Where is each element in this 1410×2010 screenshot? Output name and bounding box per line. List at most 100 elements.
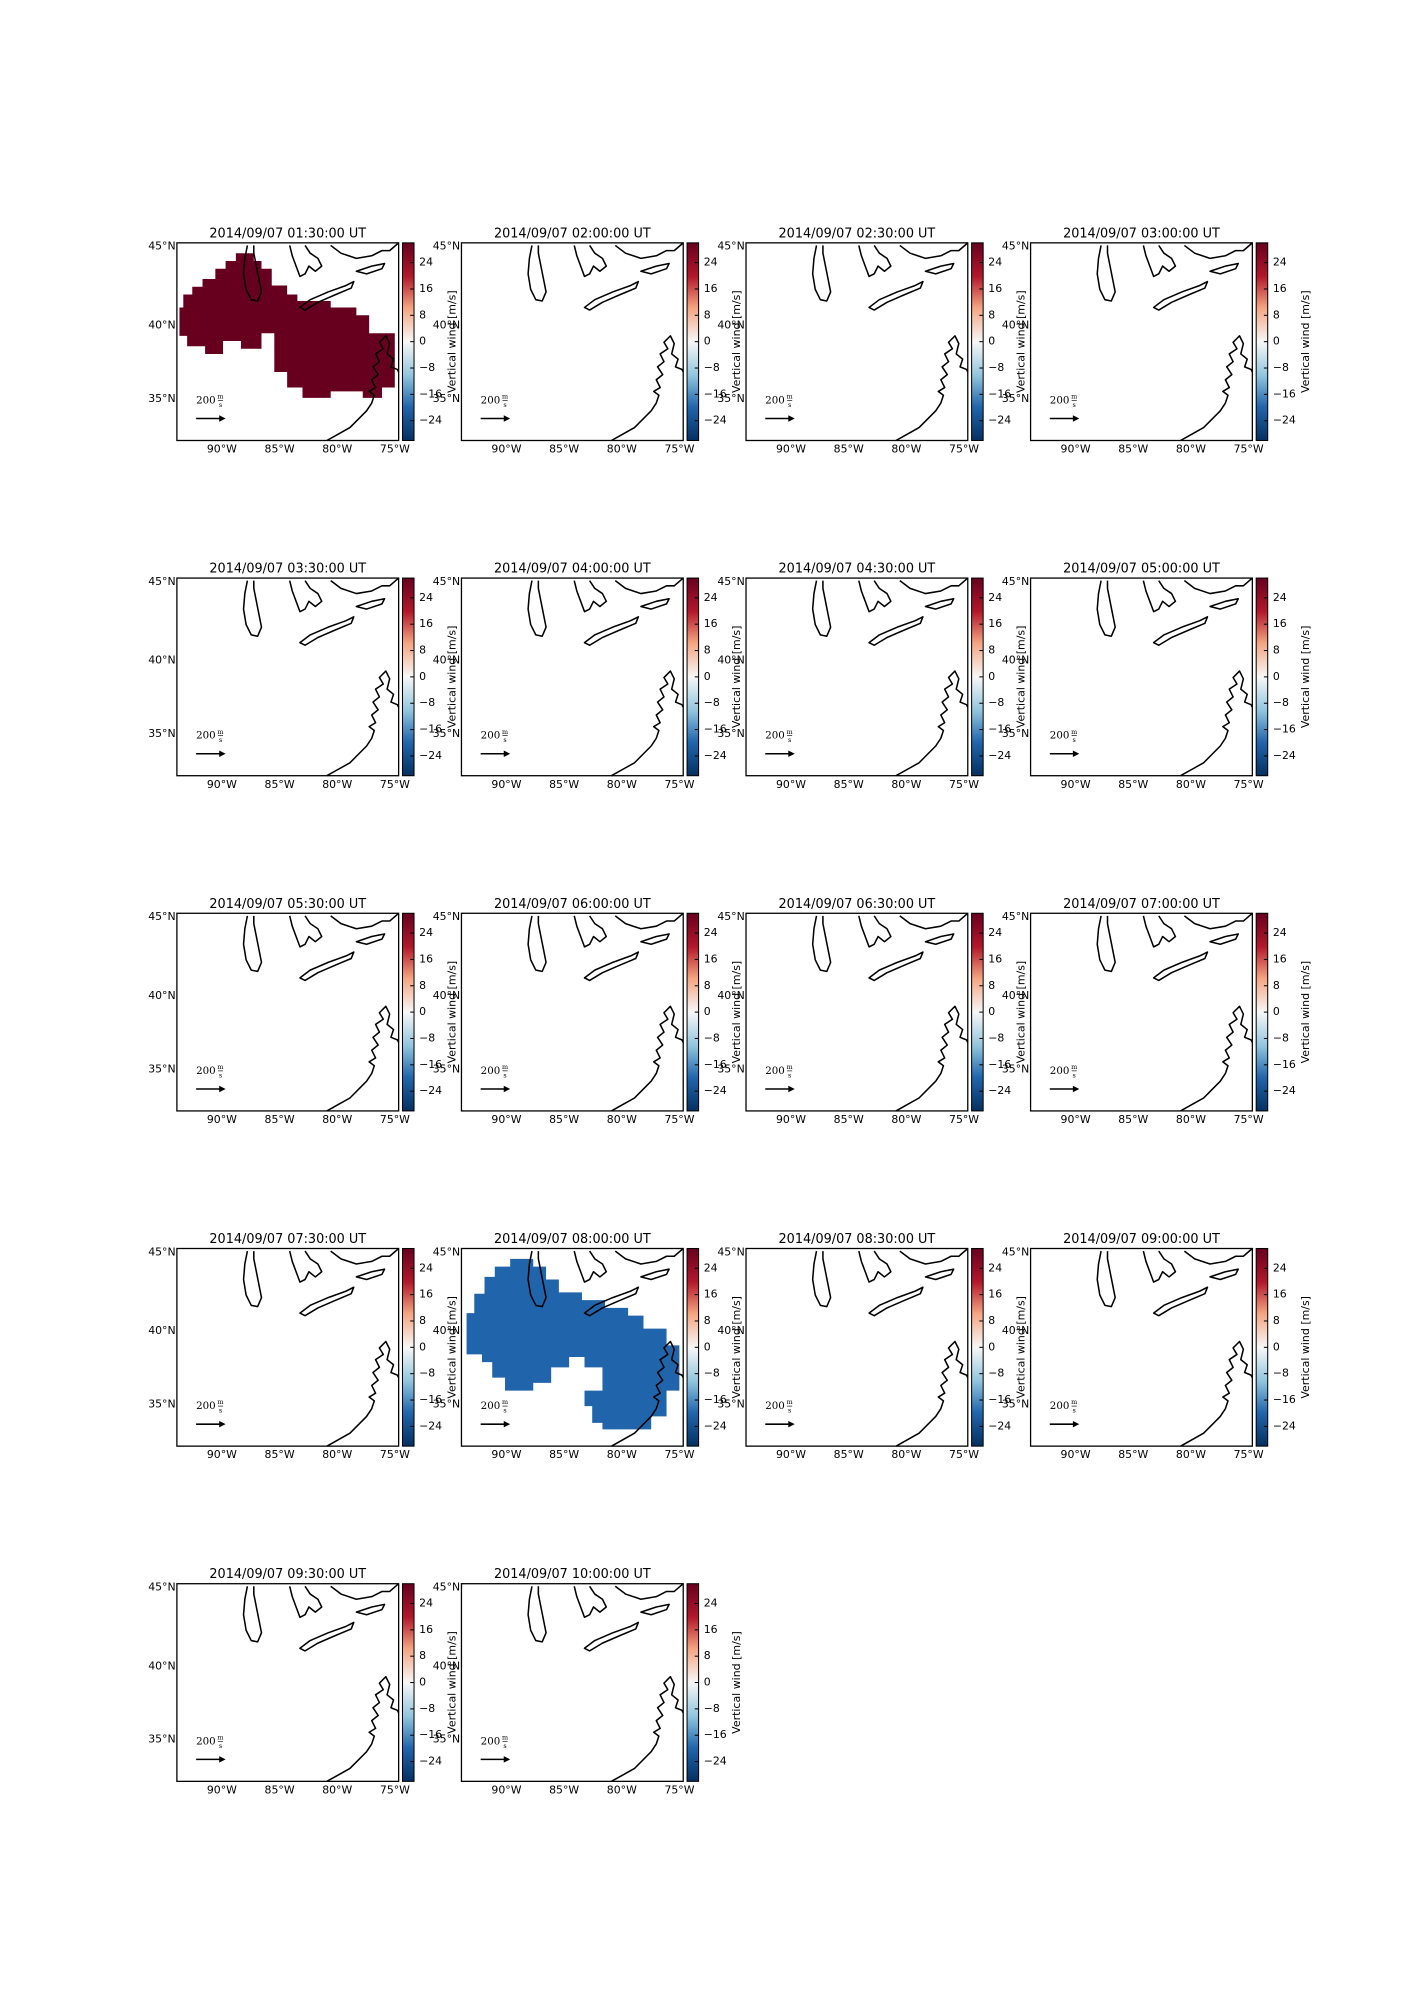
colorbar-tick-label: −8 bbox=[1273, 1031, 1289, 1044]
lat-tick-label: 35°N bbox=[148, 727, 175, 740]
colorbar-tick-label: −8 bbox=[1273, 1367, 1289, 1380]
lon-tick-label: 90°W bbox=[1061, 443, 1091, 456]
colorbar-tick-label: 24 bbox=[419, 1596, 433, 1609]
quiver-key-arrowhead bbox=[1072, 1085, 1080, 1093]
colorbar-tick-label: −8 bbox=[988, 696, 1004, 709]
lat-tick-label: 45°N bbox=[717, 910, 744, 923]
lat-tick-label: 45°N bbox=[1002, 575, 1029, 588]
lon-tick-label: 90°W bbox=[776, 443, 806, 456]
lon-tick-label: 85°W bbox=[834, 443, 864, 456]
colorbar-label: Vertical wind [m/s] bbox=[730, 961, 743, 1064]
coastline bbox=[1096, 577, 1254, 777]
lon-tick-label: 80°W bbox=[607, 1448, 637, 1461]
quiver-key-arrowhead bbox=[503, 750, 511, 757]
quiver-key-unit-num: m bbox=[1071, 728, 1077, 736]
colorbar-tick-label: −24 bbox=[704, 1755, 727, 1768]
quiver-key-value: 200 bbox=[765, 730, 785, 742]
colorbar: 24 16 8 0 −8 −16 −24 Vertical wind [m/s] bbox=[401, 912, 458, 1112]
colorbar: 24 16 8 0 −8 −16 −24 Vertical wind [m/s] bbox=[1255, 912, 1312, 1112]
lon-tick-label: 75°W bbox=[1234, 443, 1264, 456]
map-panel: 2014/09/07 02:30:00 UT 45°N 40°N 35°N 90°W 85… bbox=[717, 226, 1027, 455]
lon-tick-label: 80°W bbox=[322, 1448, 352, 1461]
lat-tick-label: 40°N bbox=[148, 318, 175, 331]
lon-tick-label: 90°W bbox=[207, 1113, 237, 1126]
map-panel: 2014/09/07 08:00:00 UT 45°N 40°N 35°N 90°W 85… bbox=[433, 1232, 743, 1461]
panel-title: 2014/09/07 03:00:00 UT bbox=[1063, 226, 1220, 241]
colorbar-label: Vertical wind [m/s] bbox=[730, 1631, 743, 1734]
panel-title: 2014/09/07 09:00:00 UT bbox=[1063, 1232, 1220, 1247]
lon-tick-label: 75°W bbox=[664, 1113, 694, 1126]
colorbar-tick-label: 16 bbox=[1273, 1288, 1287, 1301]
lon-tick-label: 80°W bbox=[891, 778, 921, 791]
colorbar-tick-label: −8 bbox=[419, 361, 435, 374]
lat-tick-label: 40°N bbox=[148, 654, 175, 667]
quiver-key-unit-num: m bbox=[1071, 1398, 1077, 1406]
colorbar-tick-label: −16 bbox=[419, 1728, 442, 1741]
colorbar-tick-label: −24 bbox=[1273, 414, 1296, 427]
quiver-key-value: 200 bbox=[1050, 1400, 1070, 1412]
lat-tick-label: 35°N bbox=[433, 1062, 460, 1075]
colorbar-tick-label: −8 bbox=[1273, 696, 1289, 709]
colorbar-tick-label: 0 bbox=[1273, 1005, 1280, 1018]
quiver-key-unit-den: s bbox=[219, 1071, 222, 1079]
colorbar-tick-label: −8 bbox=[988, 1367, 1004, 1380]
colorbar-tick-label: 24 bbox=[419, 256, 433, 269]
colorbar-tick-label: 8 bbox=[1273, 1314, 1280, 1327]
colorbar-tick-label: 16 bbox=[1273, 617, 1287, 630]
colorbar-tick-label: 24 bbox=[704, 256, 718, 269]
colorbar-tick-label: −24 bbox=[419, 1084, 442, 1097]
lat-tick-label: 35°N bbox=[148, 392, 175, 405]
colorbar-tick-label: 0 bbox=[988, 335, 995, 348]
lat-tick-label: 40°N bbox=[148, 1324, 175, 1337]
colorbar-tick-label: −24 bbox=[988, 414, 1011, 427]
colorbar: 24 16 8 0 −8 −16 −24 Vertical wind [m/s] bbox=[1255, 577, 1312, 777]
lon-tick-label: 80°W bbox=[1176, 1113, 1206, 1126]
lon-tick-label: 80°W bbox=[891, 1448, 921, 1461]
quiver-key-value: 200 bbox=[196, 394, 216, 406]
quiver-key-unit-den: s bbox=[219, 401, 222, 409]
quiver-key-unit-den: s bbox=[503, 401, 506, 409]
map-frame bbox=[460, 1583, 684, 1783]
coastline bbox=[811, 577, 969, 777]
colorbar: 24 16 8 0 −8 −16 −24 Vertical wind [m/s] bbox=[686, 1583, 743, 1782]
map-panel: 2014/09/07 04:30:00 UT 45°N 40°N 35°N 90°W 85… bbox=[717, 561, 1027, 790]
lat-tick-label: 45°N bbox=[433, 1580, 460, 1593]
panel-title: 2014/09/07 04:00:00 UT bbox=[494, 561, 651, 576]
colorbar-tick-label: −16 bbox=[704, 723, 727, 736]
lon-tick-label: 75°W bbox=[380, 443, 410, 456]
colorbar-label: Vertical wind [m/s] bbox=[1015, 626, 1028, 729]
lon-tick-label: 75°W bbox=[949, 778, 979, 791]
colorbar-tick-label: −24 bbox=[704, 1084, 727, 1097]
colorbar-tick-label: 16 bbox=[704, 617, 718, 630]
quiver-key-value: 200 bbox=[196, 730, 216, 742]
colorbar-tick-label: 24 bbox=[1273, 591, 1287, 604]
colorbar-tick-label: 0 bbox=[419, 335, 426, 348]
colorbar-tick-label: −8 bbox=[419, 696, 435, 709]
coastline bbox=[811, 242, 969, 442]
lat-tick-label: 40°N bbox=[433, 318, 460, 331]
colorbar-label: Vertical wind [m/s] bbox=[1299, 290, 1312, 393]
lon-tick-label: 85°W bbox=[549, 443, 579, 456]
map-frame bbox=[176, 577, 400, 777]
colorbar-tick-label: −8 bbox=[704, 1031, 720, 1044]
lat-tick-label: 40°N bbox=[717, 318, 744, 331]
lat-tick-label: 35°N bbox=[433, 1397, 460, 1410]
colorbar-tick-label: 8 bbox=[988, 644, 995, 657]
lat-tick-label: 35°N bbox=[148, 1733, 175, 1746]
quiver-key-arrowhead bbox=[788, 1420, 795, 1428]
lon-tick-label: 90°W bbox=[207, 1448, 237, 1461]
colorbar-tick-label: 24 bbox=[988, 591, 1002, 604]
quiver-key-arrowhead bbox=[788, 1085, 795, 1093]
colorbar-tick-label: −8 bbox=[988, 361, 1004, 374]
colorbar-tick-label: 0 bbox=[419, 1340, 426, 1353]
colorbar-tick-label: 16 bbox=[988, 952, 1002, 965]
lat-tick-label: 35°N bbox=[1002, 727, 1029, 740]
colorbar-label: Vertical wind [m/s] bbox=[446, 1631, 459, 1734]
lat-tick-label: 45°N bbox=[433, 240, 460, 253]
lat-tick-label: 45°N bbox=[717, 1245, 744, 1258]
colorbar-tick-label: 8 bbox=[419, 979, 426, 992]
quiver-key-arrowhead bbox=[1072, 1420, 1080, 1428]
colorbar-tick-label: 8 bbox=[988, 1314, 995, 1327]
lon-tick-label: 75°W bbox=[664, 778, 694, 791]
